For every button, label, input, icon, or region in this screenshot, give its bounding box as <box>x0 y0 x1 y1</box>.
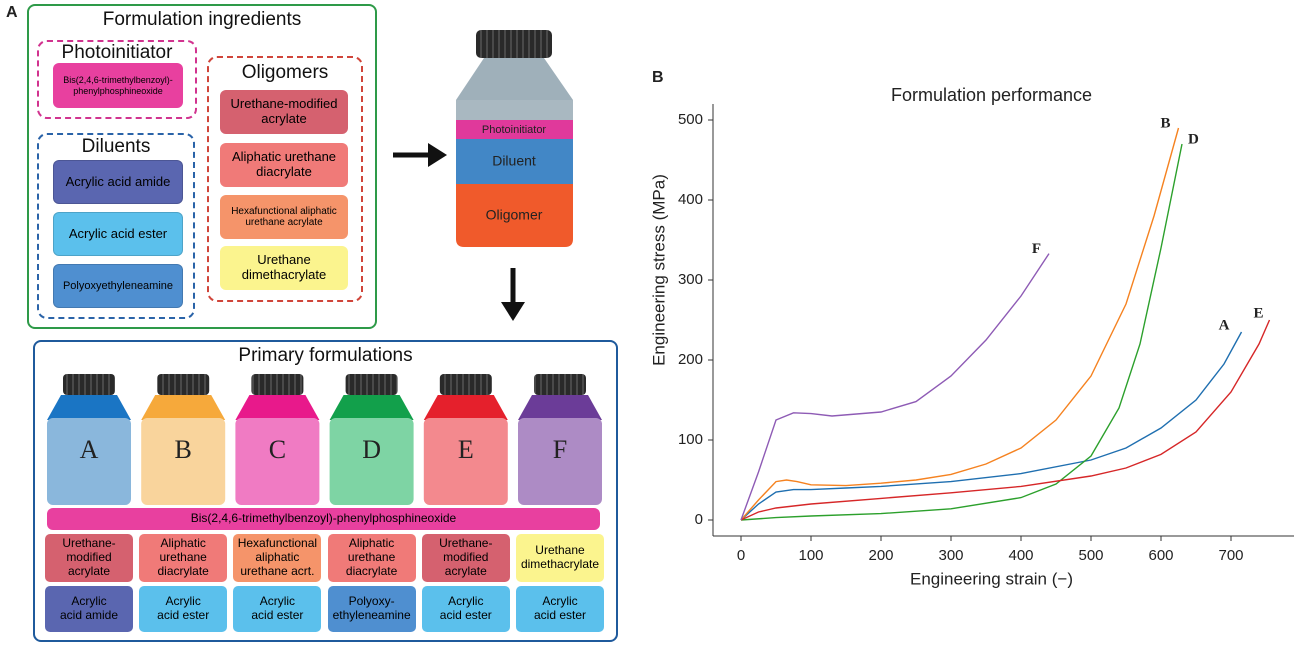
bottle-cap <box>63 374 115 395</box>
primary-title: Primary formulations <box>238 345 413 366</box>
formulation-label: C <box>269 435 286 464</box>
series-label: F <box>1032 241 1041 257</box>
chart-title: Formulation performance <box>891 85 1092 105</box>
primary-frame <box>33 340 618 642</box>
formulation-oligomer: Aliphatic urethane diacrylate <box>327 534 416 582</box>
formulation-diluent: Acrylic acid amide <box>45 586 133 632</box>
bottle-body <box>423 418 508 505</box>
formulation-label: A <box>80 435 99 464</box>
bottle-body <box>47 418 131 505</box>
x-tick-label: 200 <box>868 547 893 564</box>
formulation-oligomer: Urethane- modified acrylate <box>45 534 133 582</box>
x-tick-label: 600 <box>1148 547 1173 564</box>
photoinitiator-bar: Bis(2,4,6-trimethylbenzoyl)-phenylphosph… <box>47 508 600 530</box>
bottle-body <box>329 418 414 505</box>
arrow-head <box>501 302 525 321</box>
line-series <box>740 319 1271 521</box>
ingredient: Aliphatic urethane diacrylate <box>220 143 348 187</box>
bottle-cap <box>534 374 586 395</box>
y-tick-label: 400 <box>678 191 703 208</box>
ingredient: Urethane dimethacrylate <box>220 246 348 290</box>
layer-photoinitiator <box>456 120 573 139</box>
formulation-label: B <box>175 435 192 464</box>
line-series <box>740 143 1183 521</box>
y-tick-label: 500 <box>678 111 703 128</box>
ingredient: Acrylic acid ester <box>53 212 183 256</box>
line-series <box>740 127 1180 521</box>
x-tick-label: 300 <box>938 547 963 564</box>
series-label: D <box>1188 131 1199 147</box>
layer-label: Oligomer <box>486 207 543 223</box>
bottle-body <box>518 418 602 505</box>
formulation-diluent: Acrylic acid ester <box>233 586 322 632</box>
bottle-shoulder <box>518 395 602 420</box>
panel-label: B <box>652 69 664 86</box>
series-label: E <box>1253 305 1263 321</box>
bottle-body <box>456 100 573 120</box>
y-tick-label: 300 <box>678 271 703 288</box>
bottle-body <box>141 418 226 505</box>
ingredient: Urethane-modified acrylate <box>220 90 348 134</box>
ingredients-frame <box>27 4 377 329</box>
bottle-cap <box>157 374 210 395</box>
bottle-cap <box>476 30 552 58</box>
bottle-cap <box>251 374 304 395</box>
ingredient: Bis(2,4,6-trimethylbenzoyl)- phenylphosp… <box>53 63 183 108</box>
formulation-diluent: Acrylic acid ester <box>516 586 604 632</box>
bottle-shoulder <box>456 58 573 100</box>
ingredient: Acrylic acid amide <box>53 160 183 204</box>
arrow-head <box>428 143 447 167</box>
bottle-shoulder <box>329 395 414 420</box>
formulation-oligomer: Urethane- modified acrylate <box>421 534 510 582</box>
formulation-label: E <box>458 435 474 464</box>
photoinitiator-group <box>37 40 197 119</box>
y-tick-label: 0 <box>695 511 703 528</box>
layer-label: Photoinitiator <box>482 124 547 136</box>
ingredients-title: Formulation ingredients <box>102 9 302 30</box>
y-tick-label: 100 <box>678 431 703 448</box>
y-tick-label: 200 <box>678 351 703 368</box>
oligomers-group <box>207 56 363 302</box>
bottle-shoulder <box>47 395 131 420</box>
diluents-group <box>37 133 195 319</box>
x-tick-label: 0 <box>737 547 745 564</box>
formulation-oligomer: Aliphatic urethane diacrylate <box>139 534 228 582</box>
x-axis-label: Engineering strain (−) <box>910 569 1073 588</box>
bottle-shoulder <box>235 395 320 420</box>
layer-oligomer <box>456 184 573 247</box>
formulation-diluent: Acrylic acid ester <box>421 586 510 632</box>
bottle-cap <box>439 374 492 395</box>
ingredient: Hexafunctional aliphatic urethane acryla… <box>220 195 348 239</box>
y-axis-label: Engineering stress (MPa) <box>649 174 668 366</box>
panel-label: A <box>6 4 18 21</box>
bottle-shoulder <box>423 395 508 420</box>
group-title: Oligomers <box>241 62 329 83</box>
formulation-oligomer: Hexafunctional aliphatic urethane acrt. <box>233 534 322 582</box>
layer-diluent <box>456 139 573 184</box>
line-series <box>740 253 1050 521</box>
line-series <box>740 331 1243 521</box>
x-tick-label: 100 <box>798 547 823 564</box>
formulation-diluent: Polyoxy- ethyleneamine <box>327 586 416 632</box>
bottle-cap <box>345 374 398 395</box>
series-label: A <box>1219 317 1230 333</box>
group-title: Diluents <box>81 136 151 157</box>
formulation-diluent: Acrylic acid ester <box>139 586 228 632</box>
bottle-shoulder <box>141 395 226 420</box>
x-tick-label: 500 <box>1078 547 1103 564</box>
x-tick-label: 700 <box>1218 547 1243 564</box>
layer-label: Diluent <box>492 153 536 169</box>
ingredient: Polyoxyethyleneamine <box>53 264 183 308</box>
group-title: Photoinitiator <box>61 42 173 63</box>
series-label: B <box>1160 115 1170 131</box>
formulation-label: F <box>553 435 567 464</box>
formulation-oligomer: Urethane dimethacrylate <box>516 534 604 582</box>
formulation-label: D <box>362 435 381 464</box>
x-tick-label: 400 <box>1008 547 1033 564</box>
bottle-body <box>235 418 320 505</box>
